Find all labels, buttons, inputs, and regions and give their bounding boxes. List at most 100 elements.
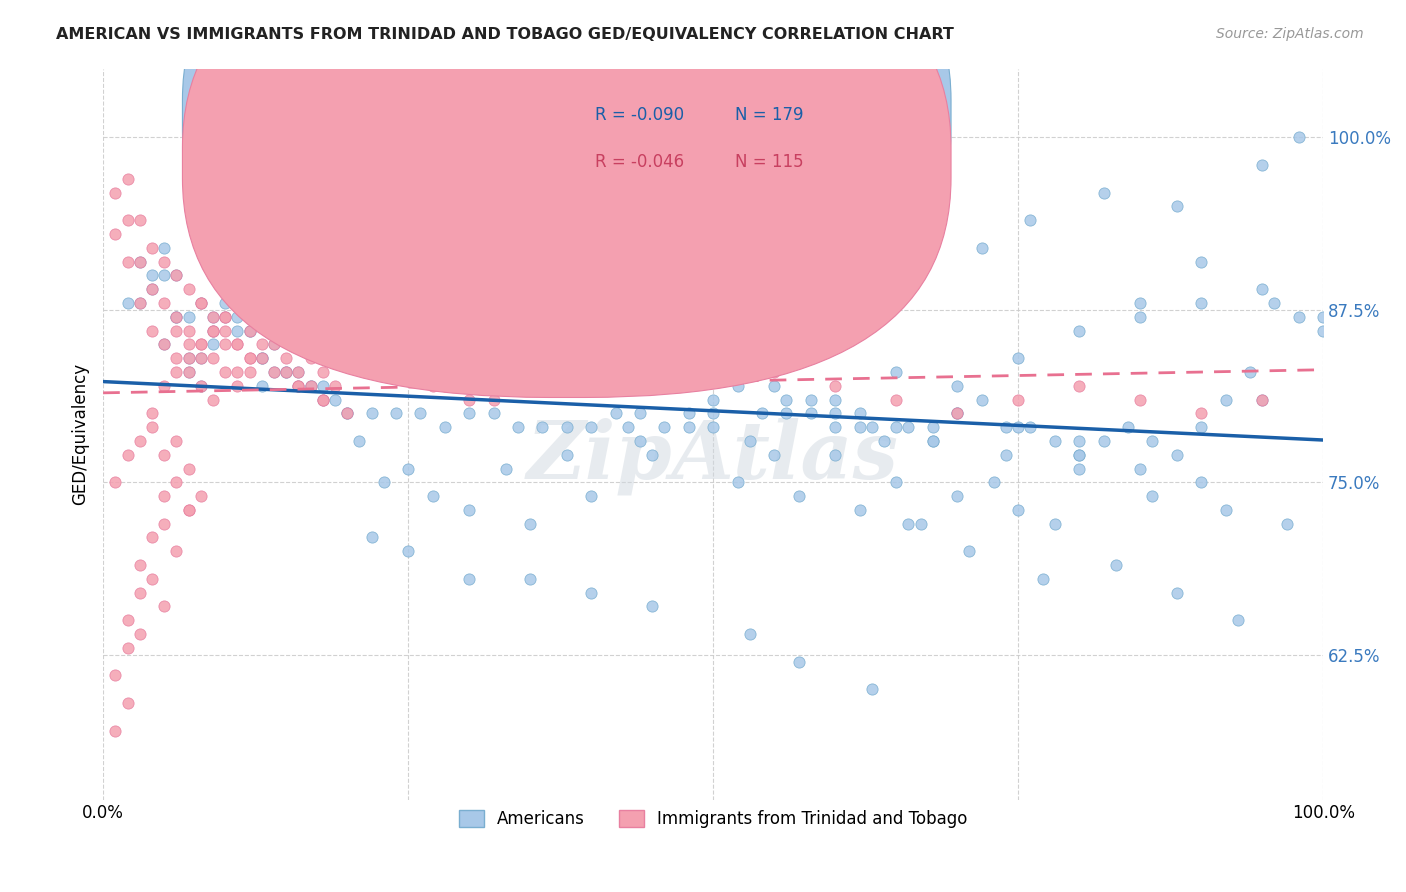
Point: [153, 241, 176, 255]
Point: [165, 544, 187, 558]
Point: [263, 365, 285, 379]
Point: [153, 254, 176, 268]
Point: [214, 296, 236, 310]
Point: [1019, 420, 1042, 434]
Point: [555, 420, 578, 434]
Point: [190, 351, 212, 366]
Point: [1275, 516, 1298, 531]
Point: [153, 296, 176, 310]
Point: [190, 351, 212, 366]
Point: [190, 296, 212, 310]
Point: [1069, 448, 1091, 462]
Point: [214, 310, 236, 324]
Point: [190, 378, 212, 392]
Point: [201, 337, 224, 351]
Point: [458, 392, 481, 407]
Point: [678, 420, 700, 434]
Point: [177, 324, 200, 338]
Point: [605, 406, 627, 420]
Point: [1043, 434, 1066, 448]
Point: [506, 420, 529, 434]
Point: [373, 475, 395, 490]
Point: [422, 378, 444, 392]
Point: [1312, 324, 1334, 338]
Point: [702, 406, 724, 420]
Point: [128, 585, 150, 599]
Text: AMERICAN VS IMMIGRANTS FROM TRINIDAD AND TOBAGO GED/EQUIVALENCY CORRELATION CHAR: AMERICAN VS IMMIGRANTS FROM TRINIDAD AND…: [56, 27, 955, 42]
Point: [153, 599, 176, 614]
Point: [117, 696, 139, 710]
Point: [1007, 420, 1029, 434]
Point: [250, 351, 273, 366]
Point: [128, 254, 150, 268]
Point: [287, 378, 309, 392]
Point: [641, 448, 664, 462]
Point: [1129, 392, 1152, 407]
Point: [910, 516, 932, 531]
Point: [946, 378, 969, 392]
Point: [238, 351, 260, 366]
Legend: Americans, Immigrants from Trinidad and Tobago: Americans, Immigrants from Trinidad and …: [453, 804, 974, 835]
Point: [153, 516, 176, 531]
Point: [117, 296, 139, 310]
Point: [763, 448, 786, 462]
Point: [1189, 406, 1212, 420]
Point: [226, 378, 249, 392]
Point: [299, 378, 322, 392]
Point: [727, 475, 749, 490]
Point: [214, 365, 236, 379]
Point: [433, 378, 456, 392]
Point: [1263, 296, 1285, 310]
Point: [360, 351, 382, 366]
Point: [177, 337, 200, 351]
Point: [141, 406, 163, 420]
Point: [117, 172, 139, 186]
Point: [1019, 213, 1042, 227]
Point: [458, 572, 481, 586]
Point: [104, 186, 127, 200]
Point: [214, 310, 236, 324]
Point: [128, 296, 150, 310]
Point: [177, 351, 200, 366]
Point: [201, 310, 224, 324]
Point: [104, 475, 127, 490]
Point: [165, 351, 187, 366]
Point: [897, 516, 920, 531]
Point: [738, 434, 761, 448]
Point: [970, 392, 993, 407]
Point: [1142, 434, 1164, 448]
Point: [165, 475, 187, 490]
Point: [848, 420, 870, 434]
Point: [190, 296, 212, 310]
Point: [190, 378, 212, 392]
Point: [396, 544, 419, 558]
Point: [153, 337, 176, 351]
Point: [1069, 434, 1091, 448]
Point: [1215, 392, 1237, 407]
Point: [946, 489, 969, 503]
Point: [276, 365, 298, 379]
Point: [165, 434, 187, 448]
Point: [287, 365, 309, 379]
Point: [1007, 392, 1029, 407]
Point: [385, 406, 408, 420]
Point: [482, 406, 505, 420]
Point: [1215, 503, 1237, 517]
Point: [579, 420, 602, 434]
Point: [165, 324, 187, 338]
Point: [409, 406, 432, 420]
Point: [860, 420, 883, 434]
Point: [396, 461, 419, 475]
Point: [628, 434, 651, 448]
Point: [678, 406, 700, 420]
Point: [165, 310, 187, 324]
Point: [214, 337, 236, 351]
Point: [141, 572, 163, 586]
Point: [946, 406, 969, 420]
Point: [177, 503, 200, 517]
Point: [1105, 558, 1128, 572]
Point: [1069, 378, 1091, 392]
Point: [555, 448, 578, 462]
Point: [190, 489, 212, 503]
Point: [1116, 420, 1139, 434]
